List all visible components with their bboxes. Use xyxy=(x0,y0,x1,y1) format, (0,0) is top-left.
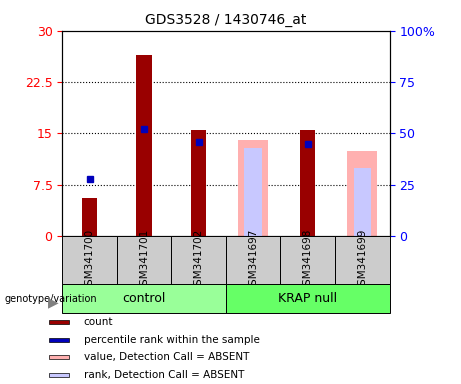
Bar xyxy=(191,130,206,236)
Text: GSM341701: GSM341701 xyxy=(139,228,149,292)
Bar xyxy=(280,236,335,284)
Bar xyxy=(300,130,315,236)
Text: KRAP null: KRAP null xyxy=(278,292,337,305)
Bar xyxy=(335,236,390,284)
Text: GSM341698: GSM341698 xyxy=(303,228,313,292)
Text: GSM341702: GSM341702 xyxy=(194,228,204,292)
Bar xyxy=(354,168,371,236)
Title: GDS3528 / 1430746_at: GDS3528 / 1430746_at xyxy=(145,13,307,27)
Text: percentile rank within the sample: percentile rank within the sample xyxy=(84,334,260,344)
Bar xyxy=(82,199,97,236)
Bar xyxy=(136,55,152,236)
Text: value, Detection Call = ABSENT: value, Detection Call = ABSENT xyxy=(84,353,249,362)
Text: genotype/variation: genotype/variation xyxy=(5,294,97,304)
Text: GSM341700: GSM341700 xyxy=(84,228,95,292)
Bar xyxy=(226,284,390,313)
Bar xyxy=(171,236,226,284)
Bar xyxy=(49,356,69,359)
Bar xyxy=(49,320,69,324)
Bar xyxy=(62,236,117,284)
Bar xyxy=(49,373,69,377)
Text: rank, Detection Call = ABSENT: rank, Detection Call = ABSENT xyxy=(84,370,244,380)
Text: GSM341697: GSM341697 xyxy=(248,228,258,292)
Text: GSM341699: GSM341699 xyxy=(357,228,367,292)
Bar xyxy=(49,338,69,341)
Bar xyxy=(238,140,268,236)
Bar xyxy=(226,236,280,284)
Text: control: control xyxy=(122,292,166,305)
Bar xyxy=(62,284,226,313)
Bar xyxy=(347,151,377,236)
Text: ▶: ▶ xyxy=(48,295,59,309)
Bar xyxy=(244,148,262,236)
Text: count: count xyxy=(84,317,113,327)
Bar xyxy=(117,236,171,284)
